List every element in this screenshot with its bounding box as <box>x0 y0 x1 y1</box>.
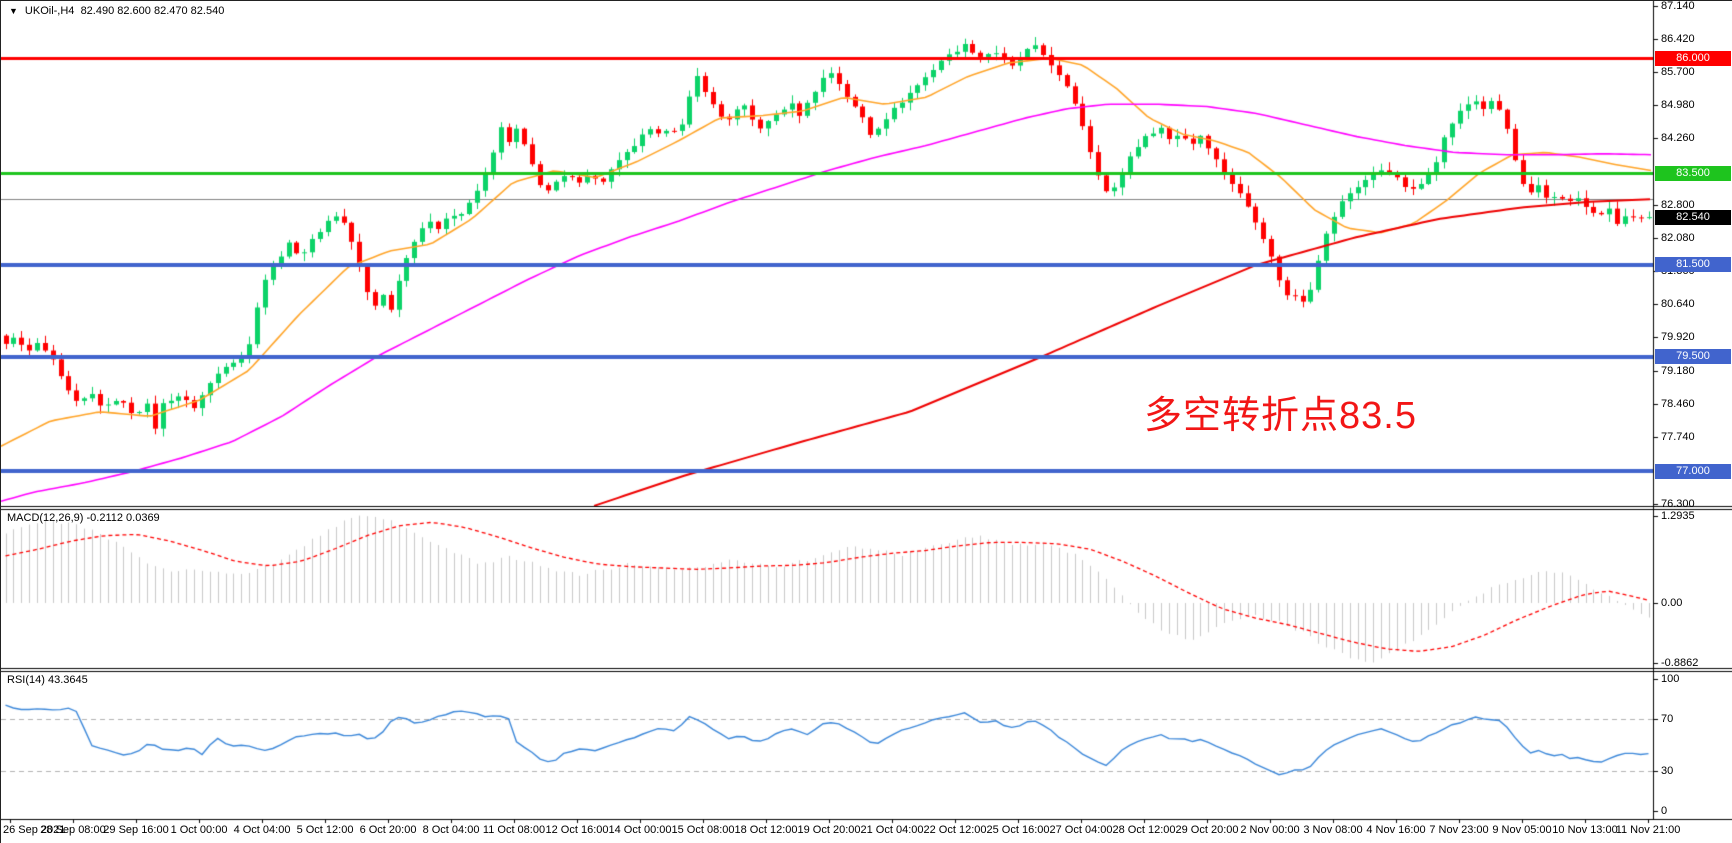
time-label-14: 21 Oct 04:00 <box>860 824 924 836</box>
time-label-18: 28 Oct 12:00 <box>1112 824 1176 836</box>
time-label-15: 22 Oct 12:00 <box>923 824 987 836</box>
rsi-tick-30: 30 <box>1661 765 1674 778</box>
price-tick-77.740: 77.740 <box>1661 431 1695 444</box>
price-tick-84.260: 84.260 <box>1661 132 1695 145</box>
macd-tick--0.8862: -0.8862 <box>1661 656 1699 669</box>
ohlc-values: 82.490 82.600 82.470 82.540 <box>80 5 225 17</box>
time-label-8: 11 Oct 08:00 <box>482 824 546 836</box>
time-label-22: 4 Nov 16:00 <box>1366 824 1426 836</box>
price-tick-79.180: 79.180 <box>1661 365 1695 378</box>
time-label-9: 12 Oct 16:00 <box>545 824 609 836</box>
price-tick-80.640: 80.640 <box>1661 298 1695 311</box>
price-tick-87.140: 87.140 <box>1661 0 1695 12</box>
time-label-10: 14 Oct 00:00 <box>608 824 672 836</box>
time-label-24: 9 Nov 05:00 <box>1492 824 1552 836</box>
price-tick-82.080: 82.080 <box>1661 232 1695 245</box>
time-label-2: 29 Sep 16:00 <box>103 824 169 836</box>
level-badge-79.500[interactable]: 79.500 <box>1655 349 1731 365</box>
rsi-tick-70: 70 <box>1661 712 1674 725</box>
level-badge-83.500[interactable]: 83.500 <box>1655 165 1731 181</box>
macd-name: MACD(12,26,9) <box>7 512 84 524</box>
rsi-name: RSI(14) <box>7 674 45 686</box>
price-tick-84.980: 84.980 <box>1661 99 1695 112</box>
time-label-16: 25 Oct 16:00 <box>986 824 1050 836</box>
macd-indicator-label: MACD(12,26,9) -0.2112 0.0369 <box>7 512 160 524</box>
level-badge-86.000[interactable]: 86.000 <box>1655 50 1731 66</box>
rsi-indicator-label: RSI(14) 43.3645 <box>7 674 88 686</box>
time-label-19: 29 Oct 20:00 <box>1175 824 1239 836</box>
time-label-11: 15 Oct 08:00 <box>671 824 735 836</box>
price-tick-86.420: 86.420 <box>1661 33 1695 46</box>
time-label-20: 2 Nov 00:00 <box>1240 824 1300 836</box>
level-badge-81.500[interactable]: 81.500 <box>1655 257 1731 273</box>
macd-values: -0.2112 0.0369 <box>86 512 160 524</box>
chart-title-bar: ▼ UKOil-,H4 82.490 82.600 82.470 82.540 <box>9 5 224 17</box>
current-price-badge: 82.540 <box>1655 209 1731 225</box>
time-label-5: 5 Oct 12:00 <box>296 824 354 836</box>
price-tick-82.800: 82.800 <box>1661 199 1695 212</box>
time-label-6: 6 Oct 20:00 <box>359 824 417 836</box>
annotation-text[interactable]: 多空转折点83.5 <box>1144 395 1417 437</box>
rsi-value: 43.3645 <box>47 674 88 686</box>
time-label-1: 28 Sep 08:00 <box>40 824 106 836</box>
time-label-4: 4 Oct 04:00 <box>233 824 291 836</box>
price-tick-78.460: 78.460 <box>1661 398 1695 411</box>
time-label-23: 7 Nov 23:00 <box>1429 824 1489 836</box>
symbol-period-label: UKOil-,H4 <box>24 5 75 17</box>
level-badge-77.000[interactable]: 77.000 <box>1655 463 1731 479</box>
time-label-12: 18 Oct 12:00 <box>734 824 798 836</box>
time-label-13: 19 Oct 20:00 <box>797 824 861 836</box>
macd-tick-0.00: 0.00 <box>1661 597 1683 609</box>
time-label-17: 27 Oct 04:00 <box>1049 824 1113 836</box>
rsi-tick-100: 100 <box>1661 673 1680 685</box>
time-label-21: 3 Nov 08:00 <box>1303 824 1363 836</box>
price-tick-79.920: 79.920 <box>1661 331 1695 344</box>
macd-tick-1.2935: 1.2935 <box>1661 509 1695 522</box>
time-label-25: 10 Nov 13:00 <box>1552 824 1618 836</box>
symbol-dropdown-icon[interactable]: ▼ <box>9 6 18 16</box>
time-label-7: 8 Oct 04:00 <box>422 824 480 836</box>
time-label-0: 26 Sep 2021 <box>3 824 66 836</box>
time-label-26: 11 Nov 21:00 <box>1615 824 1681 836</box>
rsi-tick-0: 0 <box>1661 805 1668 817</box>
time-label-3: 1 Oct 00:00 <box>170 824 228 836</box>
price-tick-76.300: 76.300 <box>1661 497 1695 510</box>
price-tick-85.700: 85.700 <box>1661 66 1695 79</box>
